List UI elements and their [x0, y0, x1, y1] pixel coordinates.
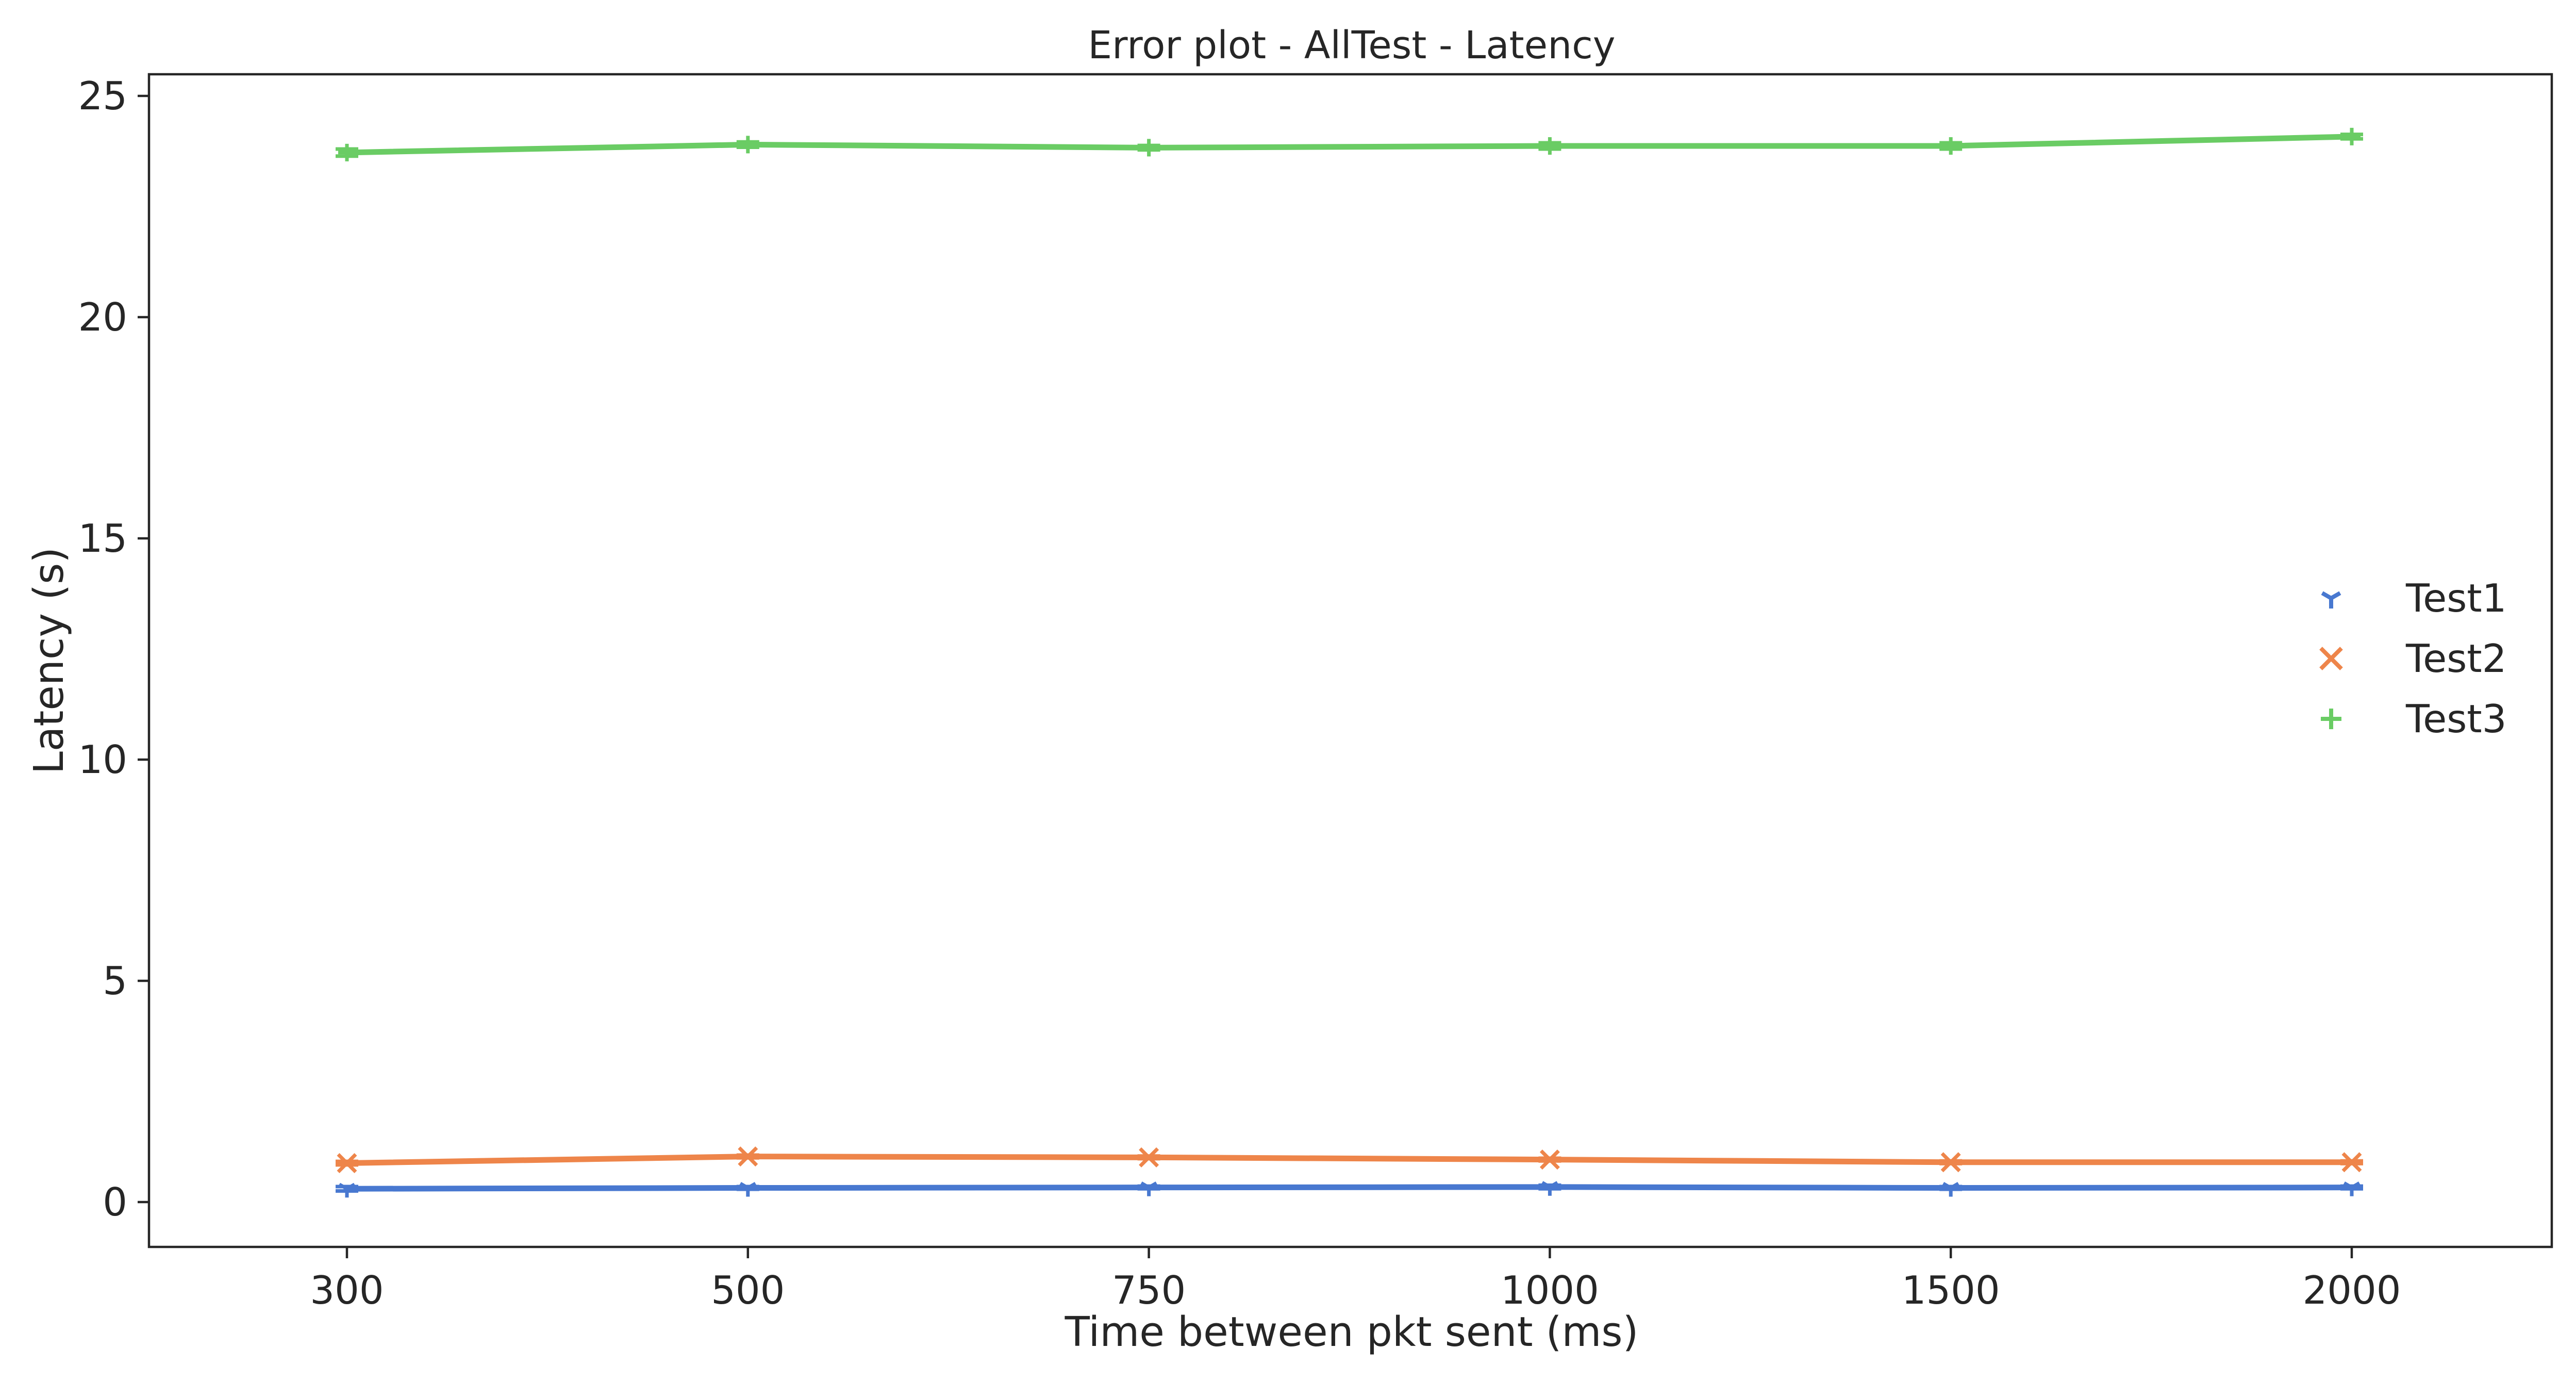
- x-tick-label: 300: [310, 1268, 384, 1313]
- x-tick-label: 1500: [1902, 1268, 2000, 1313]
- legend-marker: [2321, 709, 2341, 729]
- series-line: [344, 134, 2355, 156]
- data-point: [1541, 1181, 1558, 1196]
- chart-title: Error plot - AllTest - Latency: [1088, 23, 1615, 68]
- data-point: [338, 143, 356, 161]
- data-point: [338, 1182, 356, 1198]
- legend-marker: [2321, 591, 2341, 609]
- data-point: [1139, 1147, 1159, 1168]
- legend-label: Test3: [2405, 696, 2506, 742]
- legend-item: Test2: [2319, 636, 2506, 681]
- y-tick-label: 25: [78, 73, 127, 119]
- x-tick-label: 750: [1112, 1268, 1186, 1313]
- y-tick-label: 0: [103, 1179, 127, 1225]
- x-tick-label: 1000: [1501, 1268, 1599, 1313]
- x-tick-label: 2000: [2303, 1268, 2401, 1313]
- series-test3: [336, 127, 2363, 161]
- series-line: [344, 1184, 2355, 1192]
- data-point: [1140, 1181, 1158, 1196]
- data-point: [738, 1146, 758, 1167]
- data-point: [2341, 1152, 2362, 1173]
- data-point: [1541, 137, 1559, 155]
- data-point: [739, 136, 757, 154]
- y-axis: 0 5 10 15 20 25: [78, 73, 149, 1225]
- y-tick-label: 20: [78, 294, 127, 340]
- series-line: [344, 1154, 2355, 1166]
- legend: Test1 Test2 Test3: [2319, 576, 2506, 742]
- legend-marker: [2319, 647, 2343, 670]
- plot-area: [336, 127, 2363, 1198]
- legend-item: Test3: [2321, 696, 2506, 742]
- series-test1: [336, 1181, 2363, 1198]
- legend-label: Test2: [2405, 636, 2506, 681]
- x-axis: 300 500 750 1000 1500 2000: [310, 1247, 2401, 1313]
- data-point: [337, 1153, 357, 1173]
- x-tick-label: 500: [711, 1268, 785, 1313]
- legend-label: Test1: [2405, 576, 2506, 621]
- legend-item: Test1: [2321, 576, 2506, 621]
- data-point: [2343, 127, 2361, 145]
- data-point: [1140, 139, 1158, 157]
- y-tick-label: 5: [103, 958, 127, 1004]
- y-tick-label: 10: [78, 737, 127, 782]
- y-axis-label: Latency (s): [25, 547, 73, 774]
- data-point: [1942, 1182, 1959, 1197]
- y-tick-label: 15: [78, 516, 127, 561]
- x-axis-label: Time between pkt sent (ms): [1065, 1308, 1639, 1356]
- data-point: [1942, 137, 1960, 155]
- data-point: [739, 1182, 757, 1197]
- data-point: [1539, 1149, 1560, 1170]
- series-test2: [336, 1146, 2363, 1173]
- plot-frame: [147, 73, 2553, 1248]
- data-point: [1940, 1152, 1961, 1173]
- data-point: [2343, 1181, 2361, 1196]
